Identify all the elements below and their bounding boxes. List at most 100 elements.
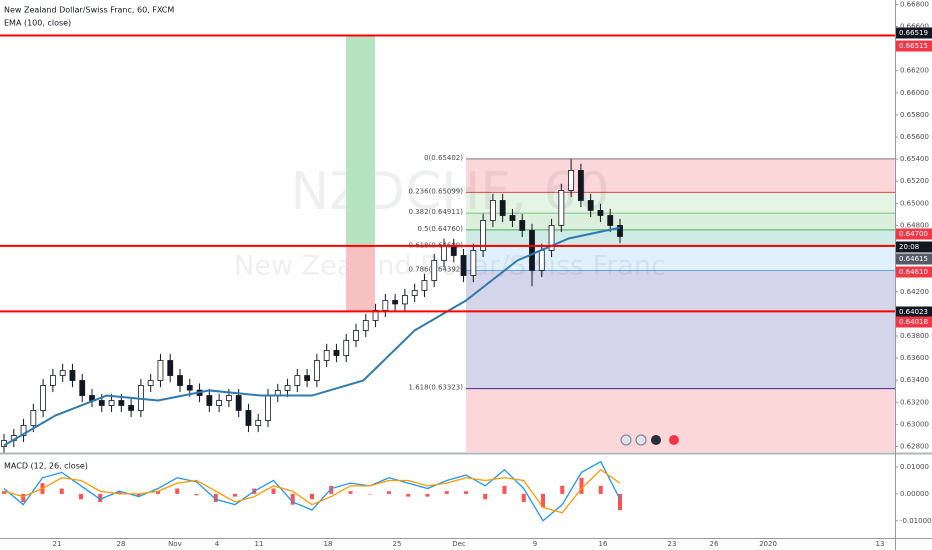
icon[interactable] xyxy=(620,434,632,446)
x-tick-label: 4 xyxy=(215,540,220,548)
y-tick-label: 0.63200 xyxy=(900,398,929,406)
macd-histogram-bar xyxy=(290,493,295,505)
candle-body xyxy=(206,395,213,406)
macd-line xyxy=(3,460,621,522)
macd-histogram-bar xyxy=(425,493,430,497)
price-label: 20:08 xyxy=(899,243,919,251)
candle-body xyxy=(49,375,56,386)
x-tick-label: 28 xyxy=(117,540,126,548)
toolbar-icons[interactable] xyxy=(620,434,679,446)
candle-body xyxy=(577,170,584,201)
macd-histogram-bar xyxy=(98,493,103,502)
candle-body xyxy=(353,330,359,341)
price-label-bg xyxy=(896,27,932,39)
candle-body xyxy=(313,360,320,381)
candle-body xyxy=(323,350,330,361)
candle-body xyxy=(30,410,37,426)
price-label: 0.64610 xyxy=(899,268,928,276)
macd-histogram-bar xyxy=(59,488,64,494)
candle-body xyxy=(607,215,614,226)
candle-body xyxy=(225,395,232,401)
candle-body xyxy=(147,380,154,386)
watermark-description: New Zealand Dollar/Swiss Franc xyxy=(234,251,666,282)
candle-body xyxy=(421,280,428,291)
macd-histogram-bar xyxy=(598,485,603,494)
fib-band xyxy=(466,246,895,271)
y-tick-label: 0.63600 xyxy=(900,354,929,362)
candle-body xyxy=(343,340,350,356)
candle-body xyxy=(40,385,47,411)
macd-histogram-bar xyxy=(117,491,122,494)
fib-label: 1.618(0.63323) xyxy=(409,384,464,392)
x-tick-label: 18 xyxy=(324,540,333,548)
price-label-bg xyxy=(896,266,932,278)
x-tick-label: 13 xyxy=(876,540,885,548)
y-tick-label: 0.65600 xyxy=(900,133,929,141)
macd-histogram-bar xyxy=(579,477,584,494)
candle-body xyxy=(617,225,623,237)
candle-body xyxy=(499,200,506,216)
y-tick-label: 0.01000 xyxy=(900,463,929,471)
y-tick-label: 0.64200 xyxy=(900,288,929,296)
candle-body xyxy=(441,245,447,261)
position-stop xyxy=(346,245,375,312)
candle-body xyxy=(460,255,467,276)
y-tick-label: 0.65800 xyxy=(900,111,929,119)
candle-body xyxy=(245,410,252,426)
macd-histogram-bar xyxy=(367,493,372,495)
candle-body xyxy=(568,170,575,191)
candle-body xyxy=(265,395,271,421)
candle-body xyxy=(235,395,242,411)
y-tick-label: 0.63800 xyxy=(900,332,929,340)
macd-histogram-bar xyxy=(618,493,622,511)
candle-body xyxy=(470,250,477,276)
y-tick-label: 0.65400 xyxy=(900,155,929,163)
candle-body xyxy=(333,350,340,356)
x-tick-label: 21 xyxy=(53,540,62,548)
macd-histogram-bar xyxy=(136,493,141,497)
macd-histogram-bar xyxy=(541,493,545,508)
macd-line xyxy=(3,468,621,514)
x-tick-label: 16 xyxy=(599,540,608,548)
y-tick-label: -0.01000 xyxy=(900,517,931,525)
candle-body xyxy=(587,200,594,211)
candle-body xyxy=(538,250,545,271)
candle-body xyxy=(216,400,223,406)
macd-histogram-bar xyxy=(79,493,83,500)
icon[interactable] xyxy=(669,435,679,445)
fib-band xyxy=(466,270,895,389)
candle-body xyxy=(79,380,86,396)
macd-histogram-bar xyxy=(348,491,353,494)
candle-body xyxy=(177,375,183,386)
indicator-label: EMA (100, close) xyxy=(4,19,71,28)
macd-histogram-bar xyxy=(271,488,276,494)
fib-band xyxy=(466,229,895,247)
macd-histogram-bar xyxy=(502,485,507,494)
candle-body xyxy=(157,360,164,381)
x-tick-label: 25 xyxy=(393,540,402,548)
y-tick-label: 0.63000 xyxy=(900,420,929,428)
candle-body xyxy=(489,200,496,221)
macd-histogram-bar xyxy=(444,491,449,494)
x-tick-label: 23 xyxy=(668,540,677,548)
candle-body xyxy=(294,375,301,386)
candle-body xyxy=(431,260,438,281)
macd-histogram-bar xyxy=(213,493,218,502)
candle-body xyxy=(362,320,369,331)
ema-line xyxy=(3,226,621,447)
icon[interactable] xyxy=(651,435,661,445)
y-tick-label: 0.64800 xyxy=(900,221,929,229)
price-label-bg xyxy=(896,253,932,265)
fib-label: 0.382(0.64911) xyxy=(409,208,464,216)
y-tick-label: 0.66800 xyxy=(900,0,929,8)
candle-body xyxy=(59,370,66,376)
candle-body xyxy=(401,295,408,305)
candle-body xyxy=(255,420,262,426)
price-label: 0.64700 xyxy=(899,230,928,238)
macd-histogram-bar xyxy=(387,491,391,494)
icon[interactable] xyxy=(635,434,647,446)
price-label: 0.64615 xyxy=(899,255,928,263)
candle-body xyxy=(558,190,565,226)
